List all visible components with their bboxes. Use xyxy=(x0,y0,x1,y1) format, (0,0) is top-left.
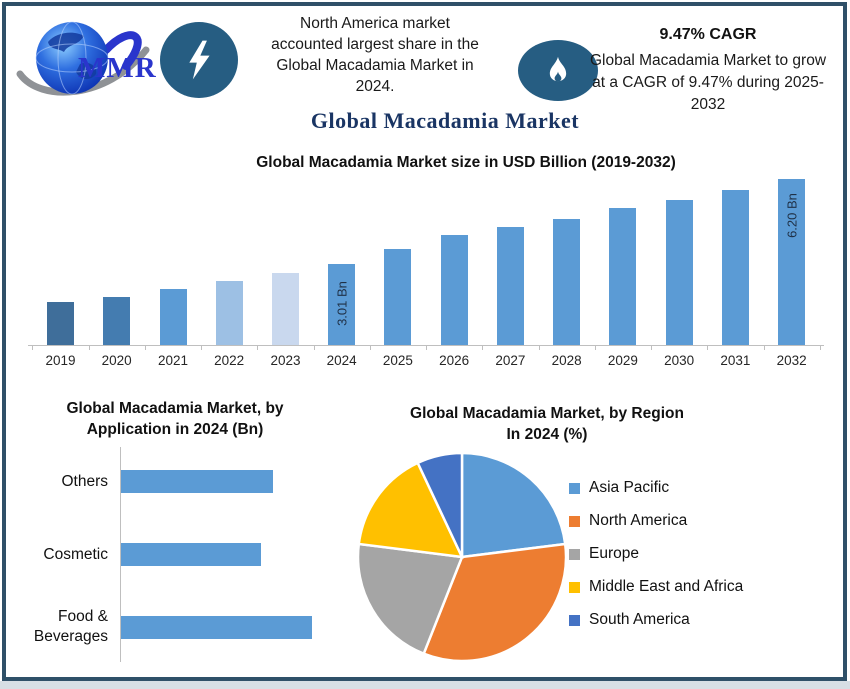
year-label: 2027 xyxy=(495,353,526,368)
axis-tick xyxy=(594,346,596,350)
logo-wordmark: MMR xyxy=(78,52,157,84)
legend-swatch xyxy=(569,581,580,593)
legend-swatch xyxy=(569,548,580,560)
axis-tick xyxy=(201,346,203,350)
application-chart-title: Global Macadamia Market, by Application … xyxy=(66,400,284,438)
column-bar-2020 xyxy=(103,297,131,345)
x-axis-line xyxy=(28,345,824,346)
legend-item-south-america: South America xyxy=(569,611,743,629)
application-bar-food---beverages xyxy=(121,616,312,639)
application-bar-cosmetic xyxy=(121,543,261,566)
legend-label: North America xyxy=(589,512,688,529)
page-title: Global Macadamia Market xyxy=(310,108,580,133)
legend-swatch xyxy=(569,515,580,527)
column-chart-title: Global Macadamia Market size in USD Bill… xyxy=(256,154,676,171)
year-label: 2021 xyxy=(157,353,189,368)
legend-item-north-america: North America xyxy=(569,512,743,530)
column-bar-2027 xyxy=(496,227,524,345)
year-label: 2030 xyxy=(664,353,695,368)
column-bar-2024 xyxy=(328,264,356,345)
column-bar-2028 xyxy=(553,219,581,345)
column-bar-2029 xyxy=(609,208,637,345)
year-label: 2031 xyxy=(720,353,751,368)
axis-tick xyxy=(819,346,821,350)
pie-slice-middle-east-and-africa xyxy=(357,461,465,559)
application-chart: Global Macadamia Market, by Application … xyxy=(0,390,345,685)
pie-chart-title-line1: Global Macadamia Market, by Region xyxy=(410,405,684,422)
axis-tick xyxy=(482,346,484,350)
legend-label: South America xyxy=(589,611,690,628)
y-axis-line xyxy=(120,447,121,662)
lightning-badge xyxy=(160,22,238,98)
axis-tick xyxy=(32,346,34,350)
bar-value-label-2032: 6.20 Bn xyxy=(784,193,800,238)
axis-tick xyxy=(257,346,259,350)
pie-svg xyxy=(356,451,568,663)
logo-swoosh-blue xyxy=(102,31,142,70)
pie-slice-south-america xyxy=(416,451,464,558)
bar-value-label-2024: 3.01 Bn xyxy=(334,281,350,326)
legend-label: Middle East and Africa xyxy=(589,578,744,595)
year-label: 2025 xyxy=(382,353,413,368)
cagr-description: Global Macadamia Market to grow at a CAG… xyxy=(589,52,827,113)
year-label: 2028 xyxy=(551,353,582,368)
year-label: 2029 xyxy=(607,353,638,368)
axis-tick xyxy=(426,346,428,350)
legend-label: Europe xyxy=(589,545,639,562)
column-bar-2026 xyxy=(440,235,468,345)
column-bar-2025 xyxy=(384,249,412,345)
globe-meridian xyxy=(35,43,109,73)
globe-continent xyxy=(48,32,84,52)
column-bar-2022 xyxy=(215,281,243,345)
year-label: 2023 xyxy=(270,353,301,368)
axis-tick xyxy=(707,346,709,350)
column-chart: 2019 2020 2021 2022 2023 2024 2025 2026 2027 2028… xyxy=(28,170,828,375)
application-label: Food & Beverages xyxy=(33,608,108,645)
year-label: 2026 xyxy=(439,353,470,368)
year-label: 2020 xyxy=(101,353,132,368)
year-label: 2024 xyxy=(326,353,357,368)
column-bar-2030 xyxy=(665,200,693,345)
year-label: 2032 xyxy=(776,353,807,368)
legend-item-europe: Europe xyxy=(569,545,743,563)
lightning-icon xyxy=(189,40,210,80)
application-label: Others xyxy=(61,473,108,490)
pie-legend: Asia Pacific North America Europe Middle Ea… xyxy=(569,479,743,644)
flame-badge xyxy=(518,40,598,101)
headline-note: North America market accounted largest s… xyxy=(271,15,479,95)
pie-slice-asia-pacific xyxy=(460,451,567,559)
pie-slice-north-america xyxy=(422,542,568,663)
legend-label: Asia Pacific xyxy=(589,479,670,496)
axis-tick xyxy=(651,346,653,350)
pie-chart-title-line2: In 2024 (%) xyxy=(506,426,588,443)
mmr-logo xyxy=(16,21,150,96)
year-label: 2022 xyxy=(214,353,245,368)
application-bar-others xyxy=(121,470,273,493)
legend-swatch xyxy=(569,482,580,494)
axis-tick xyxy=(88,346,90,350)
legend-item-asia-pacific: Asia Pacific xyxy=(569,479,743,497)
globe-meridian xyxy=(57,21,87,95)
column-bar-2032 xyxy=(778,179,806,345)
pie-slice-europe xyxy=(356,542,464,656)
axis-tick xyxy=(538,346,540,350)
column-bar-2023 xyxy=(272,273,299,345)
legend-swatch xyxy=(569,614,580,626)
axis-tick xyxy=(369,346,371,350)
region-pie-chart: Global Macadamia Market, by Region In 20… xyxy=(350,395,840,685)
column-bar-2031 xyxy=(721,190,749,345)
axis-tick xyxy=(763,346,765,350)
axis-tick xyxy=(313,346,315,350)
bottom-edge xyxy=(0,681,850,689)
cagr-headline: 9.47% CAGR xyxy=(659,26,757,43)
axis-tick xyxy=(144,346,146,350)
column-bar-2019 xyxy=(47,302,74,345)
application-label: Cosmetic xyxy=(43,546,108,563)
flame-icon xyxy=(549,56,567,82)
year-label: 2019 xyxy=(45,353,76,368)
legend-item-middle-east-and-africa: Middle East and Africa xyxy=(569,578,743,596)
column-bar-2021 xyxy=(159,289,187,345)
